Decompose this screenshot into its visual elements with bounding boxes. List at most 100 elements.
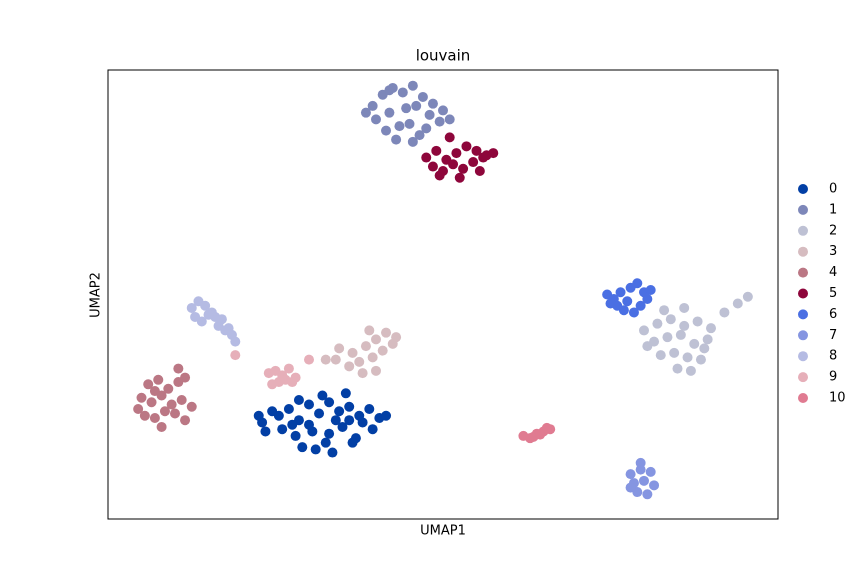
point [260,426,271,437]
legend-marker [798,225,808,236]
point [421,123,432,134]
point [669,347,680,358]
point [535,429,546,440]
point [314,408,325,419]
point [334,343,345,354]
point [320,354,331,365]
point [414,130,425,141]
point [618,305,629,316]
point [143,379,154,390]
point [357,417,368,428]
point [330,415,341,426]
point [541,422,552,433]
points [133,80,753,500]
point [267,406,278,417]
point [203,309,214,320]
x-axis-label: UMAP1 [420,524,466,539]
point [367,100,378,111]
point [371,334,381,345]
legend-marker [798,288,808,299]
legend-label: 7 [829,328,837,343]
point [267,379,278,390]
legend: 0 1 2 3 4 5 6 7 8 9 10 [798,182,846,406]
point [635,300,646,311]
plot-frame [107,69,779,520]
point [632,278,643,289]
point [287,419,298,430]
point [290,430,301,441]
point [642,341,653,352]
point [340,388,351,399]
point [347,437,358,448]
point [324,428,335,439]
legend-label: 8 [829,349,837,364]
point [427,98,438,109]
point [304,419,314,430]
point [424,109,435,120]
point [344,361,355,372]
legend-marker [798,184,808,194]
point [347,347,358,358]
point [166,399,177,410]
legend-marker [798,372,808,383]
point [283,403,294,414]
point [642,293,653,304]
point [377,345,388,356]
point [170,408,180,419]
point [180,415,191,426]
point [695,354,706,365]
point [357,368,368,379]
point [310,444,321,455]
point [371,365,381,376]
point [283,363,294,374]
point [454,172,465,183]
point [444,114,455,125]
point [253,410,264,421]
point [387,338,398,349]
point [468,157,479,168]
point [381,410,392,421]
point [297,442,308,453]
point [622,296,633,307]
point [277,424,288,435]
point [685,365,696,376]
point [461,141,472,152]
legend-label: 3 [829,244,837,259]
legend-marker [798,309,808,320]
point [675,329,686,340]
legend-marker [798,393,808,403]
point [672,363,683,374]
point [354,356,365,367]
point [371,114,381,125]
point [139,410,150,421]
point [679,320,690,331]
point [645,285,656,296]
point [404,118,415,129]
point [230,350,241,361]
legend-label: 4 [829,265,837,280]
point [662,332,673,343]
point [320,437,331,448]
point [431,145,442,156]
point [394,121,405,132]
point [605,298,616,309]
point [173,363,184,374]
point [458,163,469,174]
point [665,314,676,325]
point [407,80,418,91]
point [384,85,395,96]
point [471,145,482,156]
point [682,352,693,363]
point [427,161,438,172]
point [304,399,314,410]
point [330,354,341,365]
point [146,397,157,408]
point [364,403,375,414]
point [133,403,144,414]
point [451,148,462,159]
point [136,392,147,403]
point [367,424,378,435]
